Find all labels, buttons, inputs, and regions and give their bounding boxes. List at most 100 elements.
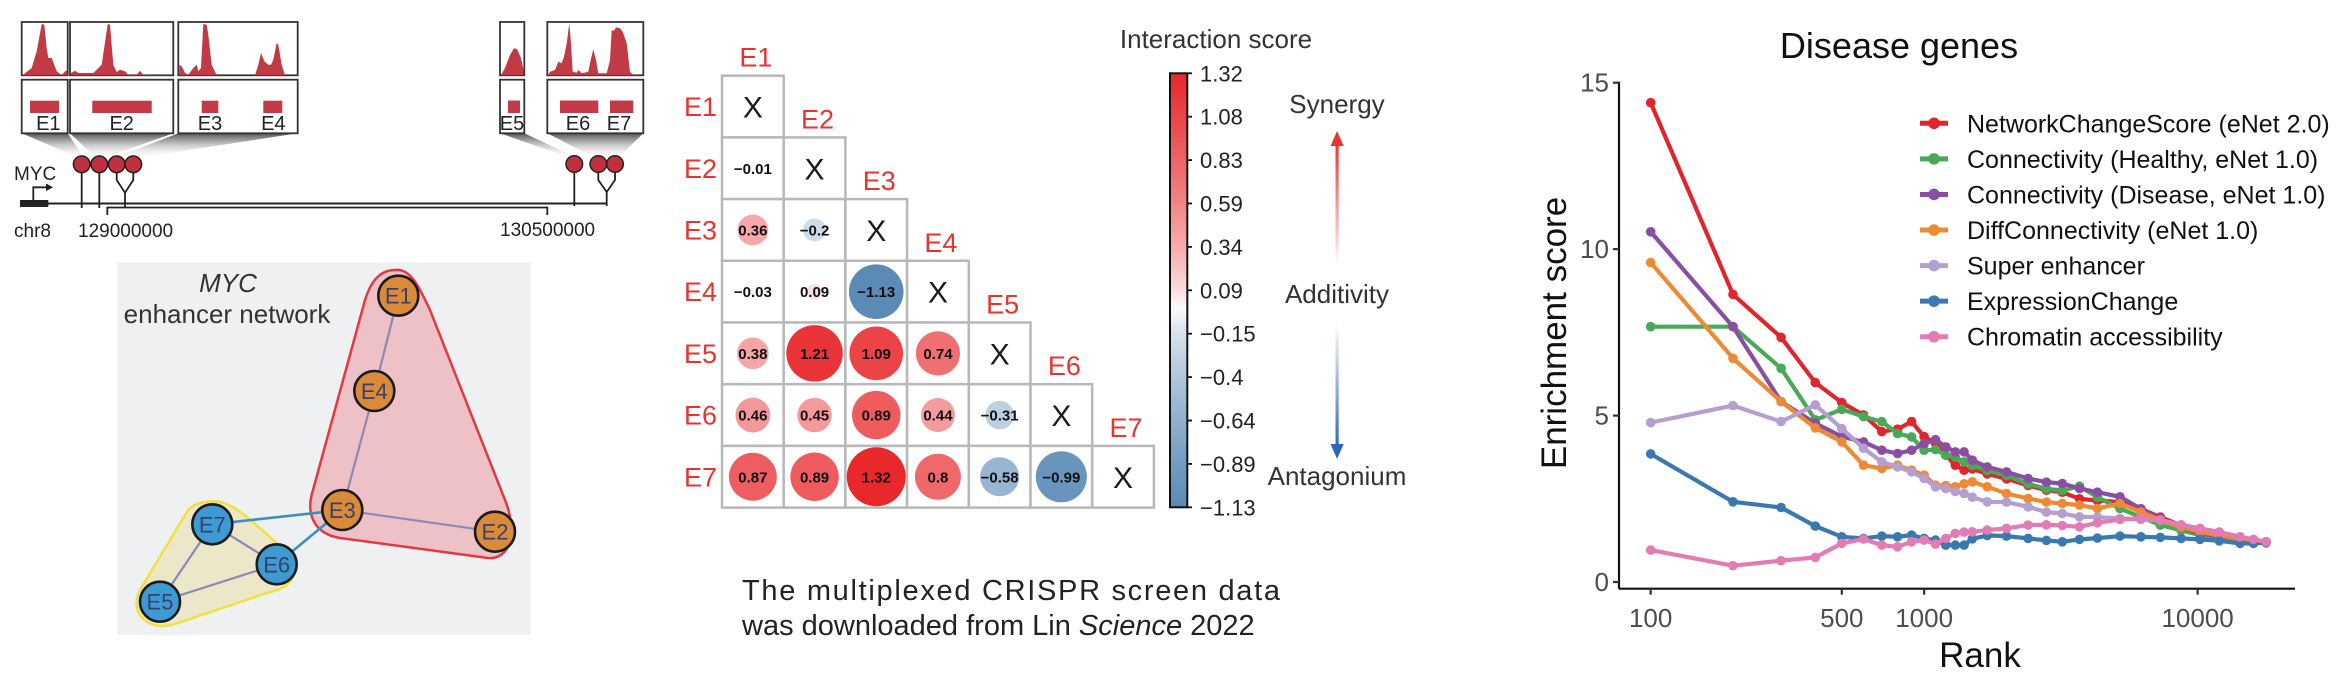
node-circle [320, 488, 364, 532]
y-tick-label: 15 [1580, 68, 1609, 98]
series-6 [1645, 513, 2271, 571]
heatmap-row-label: E3 [684, 215, 717, 245]
data-point [1930, 434, 1941, 445]
data-point [1645, 321, 1656, 332]
data-point [2023, 493, 2033, 504]
data-point [1877, 445, 1887, 456]
data-point [1919, 535, 1929, 545]
synergy-arrow-icon [1330, 131, 1344, 146]
colorbar: Interaction score 1.32 1.08 0.83 0.59 0.34 0.… [1120, 24, 1406, 520]
heatmap-value: 0.89 [800, 469, 829, 486]
module-hull-a [309, 268, 513, 560]
enhancer-marker-e5 [565, 154, 584, 174]
data-point [1858, 411, 1869, 422]
data-point [2074, 483, 2085, 494]
data-point [2115, 514, 2125, 525]
colorbar-ticks: 1.32 1.08 0.83 0.59 0.34 0.09 −0.15 −0.4 −0.64 −0… [1187, 61, 1256, 520]
data-point [1645, 97, 1656, 108]
heatmap-diagonal-marker: X [928, 277, 948, 310]
colorbar-tick-label: 0.83 [1200, 148, 1243, 173]
heatmap-row-label: E6 [684, 401, 717, 431]
data-point [1776, 396, 1786, 407]
data-point [1959, 479, 1969, 489]
node-label: E7 [199, 512, 226, 537]
zoom-cone-e6-e7 [547, 133, 644, 158]
data-point [1776, 332, 1786, 343]
data-point [1877, 540, 1887, 550]
legend-label: NetworkChangeScore (eNet 2.0) [1967, 110, 2330, 138]
heatmap-circle [848, 264, 904, 319]
data-point [1967, 455, 1978, 466]
network-title: enhancer network [124, 299, 332, 329]
zoom-cone-e5 [500, 133, 577, 158]
data-point [2041, 507, 2052, 517]
legend-item: DiffConnectivity (eNet 1.0) [1920, 217, 2258, 245]
heatmap-circle [852, 390, 901, 440]
data-point [1645, 227, 1656, 237]
zoom-cone-e2 [70, 133, 174, 158]
legend-item: NetworkChangeScore (eNet 2.0) [1920, 110, 2330, 138]
data-point [1837, 423, 1847, 434]
data-point [1837, 404, 1847, 415]
heatmap-row-label: E2 [684, 154, 717, 184]
heatmap-cell [1090, 444, 1156, 509]
heatmap-value: −0.58 [981, 469, 1019, 486]
enhancer-bar-e4 [263, 100, 283, 113]
heatmap-value: −0.03 [734, 284, 772, 301]
heatmap-cell [720, 74, 785, 139]
data-point [1906, 467, 1917, 477]
heatmap-col-label: E6 [1048, 351, 1081, 381]
heatmap-value: 0.46 [738, 408, 767, 425]
enhancer-label-e7: E7 [607, 113, 631, 135]
data-point [1950, 447, 1961, 457]
enhancer-marker-e3 [107, 155, 126, 174]
enhancer-bar-e3 [201, 100, 219, 113]
legend-label: Super enhancer [1967, 253, 2145, 281]
data-point [2155, 532, 2166, 543]
heatmap-row-label: E4 [684, 277, 717, 307]
enhancer-label-e3: E3 [198, 113, 222, 135]
network-edge-e3-e7 [212, 508, 343, 526]
legend-item: Chromatin accessibility [1920, 324, 2223, 352]
synergy-arrow-shaft [1335, 142, 1339, 267]
data-point [1837, 397, 1847, 408]
heatmap-circle [803, 218, 827, 242]
heatmap-marks: X −0.01 X 0.36 −0.2 X −0.03 0.09 −1.13 X 0.38 1.21 1… [728, 92, 1133, 507]
colorbar-tick-label: 0.09 [1200, 278, 1243, 303]
heatmap-circle [797, 397, 832, 433]
data-point [1728, 400, 1738, 411]
colorbar-tick-label: 1.08 [1200, 105, 1243, 130]
caption-suffix: 2022 [1182, 610, 1255, 642]
node-label: E4 [361, 379, 388, 404]
data-point [1810, 400, 1821, 410]
data-point [1645, 257, 1656, 268]
data-point [2001, 488, 2012, 499]
coordinate-bracket [106, 206, 549, 215]
data-point [1941, 540, 1951, 550]
data-point [2057, 537, 2068, 547]
network-node-e7: E7 [191, 502, 234, 546]
node-circle [473, 510, 517, 554]
heatmap-row-label: E7 [684, 462, 717, 492]
signal-peak-e6-e7 [548, 23, 643, 76]
enhancer-network-panel: E1 E2 E3 E4 E5 E6 E7 MYC enhancer network [117, 262, 531, 635]
colorbar-tick-label: 0.34 [1200, 235, 1243, 260]
node-label: E3 [329, 498, 356, 523]
data-point [2041, 477, 2052, 488]
heatmap-diagonal-marker: X [866, 215, 886, 248]
enhancer-bar-e5 [508, 100, 520, 113]
caption-line-2: was downloaded from Lin Science 2022 [741, 610, 1255, 642]
data-point [2115, 531, 2125, 541]
data-point [1959, 457, 1969, 467]
enhancer-marker-e7 [605, 154, 625, 174]
enhancer-label-e1: E1 [36, 113, 60, 135]
data-point [1959, 527, 1969, 537]
heatmap-value: −1.13 [857, 284, 895, 301]
coordinate-end-label: 130500000 [500, 220, 595, 241]
zoom-cone-e3-e4 [114, 133, 298, 158]
colorbar-tick-label: −0.64 [1200, 409, 1256, 434]
signal-peak-e3-e4 [179, 24, 285, 76]
heatmap-col-label: E5 [986, 290, 1019, 320]
legend-label: Chromatin accessibility [1967, 324, 2223, 352]
data-point [2176, 520, 2186, 530]
